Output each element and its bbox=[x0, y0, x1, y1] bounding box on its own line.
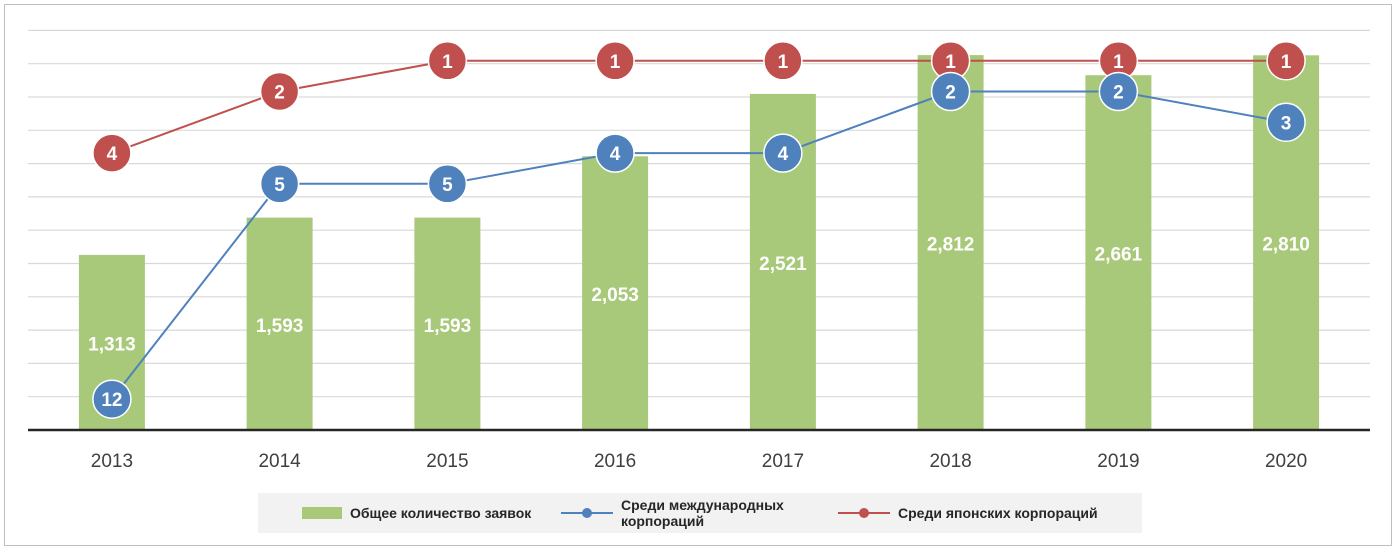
bar-2018 bbox=[917, 55, 984, 430]
legend-item-japanese: Среди японских корпораций bbox=[838, 505, 1098, 521]
x-tick-label-2018: 2018 bbox=[929, 451, 971, 472]
bar-value-label-2014: 1,593 bbox=[256, 316, 304, 337]
point-label-international-2019: 2 bbox=[1113, 83, 1124, 104]
line-japanese bbox=[111, 59, 1287, 155]
x-tick-label-2014: 2014 bbox=[258, 451, 301, 472]
x-tick-label-2019: 2019 bbox=[1097, 451, 1139, 472]
point-international-2020 bbox=[1266, 102, 1306, 143]
point-japanese-2014 bbox=[259, 71, 300, 112]
point-label-international-2018: 2 bbox=[945, 83, 956, 104]
bar-series: 1,313 1,593 1,593 2,053 2,521 2,812 2,661 2,810 bbox=[78, 55, 1320, 431]
point-label-international-2013: 12 bbox=[101, 390, 122, 411]
point-international-2015 bbox=[427, 164, 468, 204]
point-label-japanese-2013: 4 bbox=[107, 144, 118, 165]
x-tick-label-2016: 2016 bbox=[594, 451, 636, 472]
point-international-2018 bbox=[930, 71, 971, 112]
point-label-international-2020: 3 bbox=[1281, 113, 1292, 134]
point-international-2017 bbox=[763, 133, 803, 173]
point-label-japanese-2018: 1 bbox=[945, 52, 956, 73]
point-label-japanese-2019: 1 bbox=[1113, 52, 1124, 73]
bar-2016 bbox=[582, 156, 649, 431]
point-label-international-2017: 4 bbox=[778, 144, 789, 165]
point-japanese-2017 bbox=[763, 41, 803, 81]
legend-international-label: Среди международных корпораций bbox=[621, 497, 784, 529]
bar-value-label-2016: 2,053 bbox=[591, 285, 639, 306]
bar-2019 bbox=[1085, 75, 1152, 430]
point-japanese-2015 bbox=[427, 41, 468, 81]
legend-japanese-label: Среди японских корпораций bbox=[898, 505, 1098, 521]
point-label-japanese-2014: 2 bbox=[274, 83, 285, 104]
point-japanese-2016 bbox=[595, 41, 635, 81]
point-label-japanese-2017: 1 bbox=[778, 52, 789, 73]
bar-value-label-2019: 2,661 bbox=[1095, 245, 1143, 266]
gridlines bbox=[28, 29, 1370, 398]
point-label-japanese-2016: 1 bbox=[610, 52, 621, 73]
point-international-2014 bbox=[259, 164, 300, 204]
x-axis-tick-labels: 2013 2014 2015 2016 2017 2018 2019 2020 bbox=[91, 451, 1307, 472]
point-international-2019 bbox=[1098, 71, 1139, 112]
legend-item-international: Среди международных корпораций bbox=[561, 497, 784, 529]
x-tick-label-2020: 2020 bbox=[1265, 451, 1307, 472]
legend-item-bars: Общее количество заявок bbox=[302, 505, 531, 521]
legend-bar-swatch bbox=[302, 507, 342, 519]
point-international-2016 bbox=[595, 133, 635, 173]
legend-international-line2: корпораций bbox=[621, 513, 705, 529]
bar-value-label-2018: 2,812 bbox=[927, 235, 975, 256]
bar-value-label-2015: 1,593 bbox=[424, 316, 472, 337]
point-japanese-2020 bbox=[1266, 41, 1306, 81]
line-international bbox=[111, 90, 1287, 400]
point-label-japanese-2015: 1 bbox=[442, 52, 453, 73]
x-tick-label-2017: 2017 bbox=[762, 451, 804, 472]
legend-bar-label: Общее количество заявок bbox=[350, 505, 532, 521]
bar-value-label-2020: 2,810 bbox=[1262, 235, 1310, 256]
legend: Общее количество заявок Среди международ… bbox=[258, 493, 1142, 533]
point-label-japanese-2020: 1 bbox=[1281, 52, 1292, 73]
x-tick-label-2013: 2013 bbox=[91, 451, 133, 472]
x-tick-label-2015: 2015 bbox=[426, 451, 468, 472]
bar-value-label-2017: 2,521 bbox=[759, 254, 807, 275]
bar-2015 bbox=[414, 217, 481, 430]
line-series: 4 2 1 1 1 1 1 1 12 5 5 4 4 2 2 3 bbox=[92, 41, 1306, 419]
bar-value-label-2013: 1,313 bbox=[88, 335, 136, 356]
point-label-international-2014: 5 bbox=[274, 175, 285, 196]
bar-2014 bbox=[246, 217, 313, 430]
chart-frame bbox=[4, 4, 1392, 546]
point-international-2013 bbox=[92, 379, 132, 419]
legend-international-line1: Среди международных bbox=[621, 497, 784, 513]
legend-line-swatch-international bbox=[561, 507, 613, 519]
point-label-international-2015: 5 bbox=[442, 175, 453, 196]
point-label-international-2016: 4 bbox=[610, 144, 621, 165]
point-japanese-2013 bbox=[92, 133, 132, 173]
legend-line-swatch-japanese bbox=[838, 507, 890, 519]
